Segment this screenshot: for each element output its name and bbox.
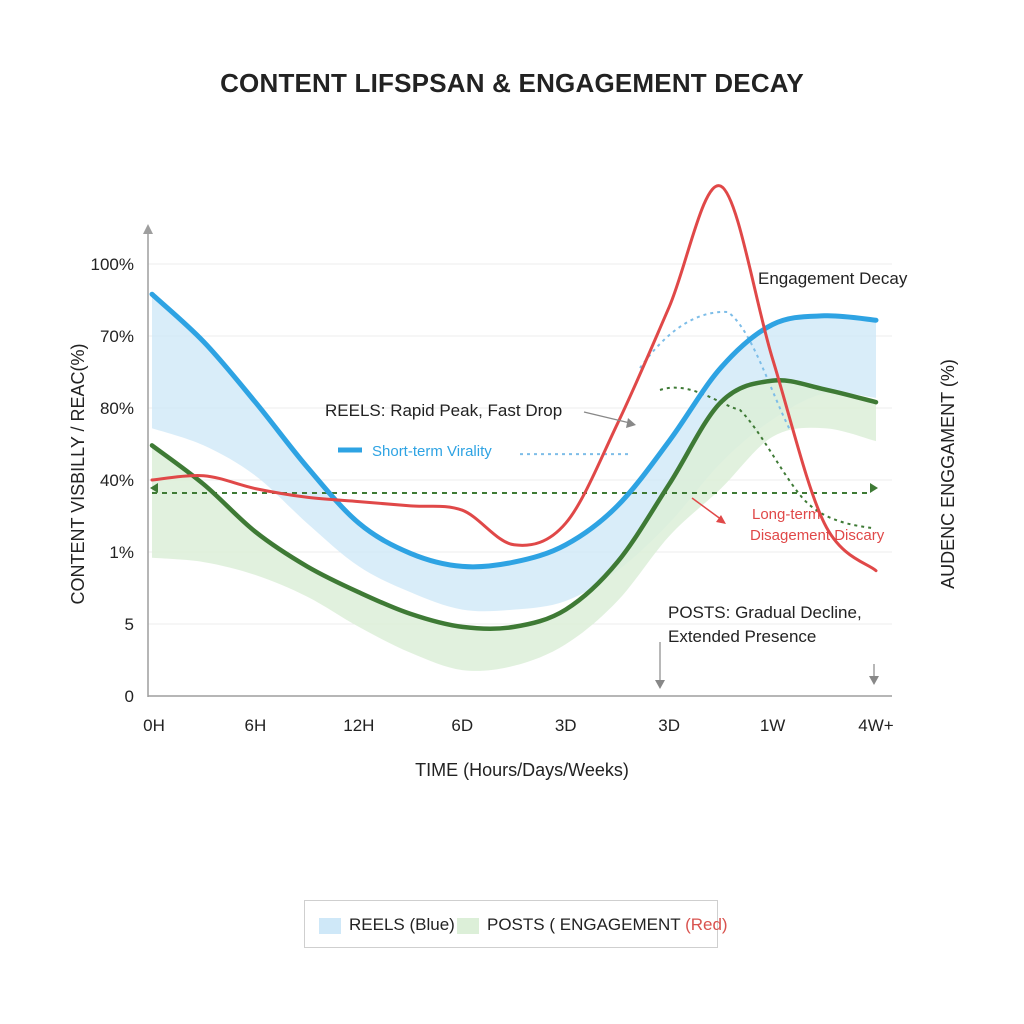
x-tick-label: 0H — [143, 716, 165, 735]
long-term-pointer-line — [691, 497, 723, 521]
short-term-annotation: Short-term Virality — [372, 443, 492, 460]
reference-left-arrow-icon — [150, 483, 158, 493]
posts-dotted-curve — [659, 386, 873, 529]
legend-swatch-reels — [319, 918, 341, 934]
chart-title: CONTENT LIFSPSAN & ENGAGEMENT DECAY — [220, 68, 804, 98]
x-tick-label: 12H — [343, 716, 374, 735]
legend: REELS (Blue) POSTS ( ENGAGEMENT (Red) — [304, 900, 728, 948]
posts-decline-annotation-line2: Extended Presence — [668, 627, 816, 646]
posts-decline-annotation-line1: POSTS: Gradual Decline, — [668, 603, 862, 622]
y-axis-arrow-icon — [143, 224, 153, 234]
legend-label-reels: REELS (Blue) — [349, 915, 455, 934]
x-tick-label: 3D — [658, 716, 680, 735]
posts-band — [152, 380, 876, 671]
x-tick-label: 6D — [451, 716, 473, 735]
y-tick-labels: 0 5 1% 40% 80% 70% 100% — [91, 255, 134, 706]
x-tick-label: 1W — [760, 716, 786, 735]
right-pointer-arrow-icon — [869, 676, 879, 685]
reels-peak-annotation: REELS: Rapid Peak, Fast Drop — [325, 401, 562, 420]
y-tick-label: 1% — [109, 543, 134, 562]
x-axis-title: TIME (Hours/Days/Weeks) — [415, 760, 629, 780]
y-tick-label: 40% — [100, 471, 134, 490]
y-tick-label: 0 — [125, 687, 134, 706]
long-term-annotation-line1: Long-term — [752, 506, 820, 523]
legend-label-red-tail: (Red) — [685, 915, 728, 934]
engagement-line — [150, 184, 878, 573]
posts-line — [149, 377, 879, 632]
y-tick-label: 80% — [100, 399, 134, 418]
engagement-decay-annotation: Engagement Decay — [758, 269, 908, 288]
x-tick-label: 4W+ — [858, 716, 894, 735]
legend-label-posts: POSTS ( ENGAGEMENT (Red) — [487, 915, 728, 935]
long-term-pointer-arrow-icon — [716, 515, 726, 524]
x-tick-label: 6H — [245, 716, 267, 735]
y-tick-label: 70% — [100, 327, 134, 346]
y-tick-label: 5 — [125, 615, 134, 634]
posts-pointer-arrow-icon — [655, 680, 665, 689]
reels-band — [152, 294, 876, 612]
long-term-annotation-line2: Disagement Discary — [750, 527, 885, 544]
reference-right-arrow-icon — [870, 483, 878, 493]
x-tick-labels: 0H 6H 12H 6D 3D 3D 1W 4W+ — [143, 716, 894, 735]
reels-pointer-line — [583, 411, 631, 424]
x-tick-label: 3D — [555, 716, 577, 735]
y2-axis-title: AUDENC ENGGAMENT (%) — [938, 359, 958, 589]
reels-pointer-arrow-icon — [626, 418, 636, 428]
legend-swatch-posts — [457, 918, 479, 934]
legend-label-posts-text: POSTS ( ENGAGEMENT — [487, 915, 681, 934]
reels-line — [149, 291, 879, 570]
y-tick-label: 100% — [91, 255, 134, 274]
y-axis-title: CONTENT VISBILLY / REAC(%) — [68, 343, 88, 604]
